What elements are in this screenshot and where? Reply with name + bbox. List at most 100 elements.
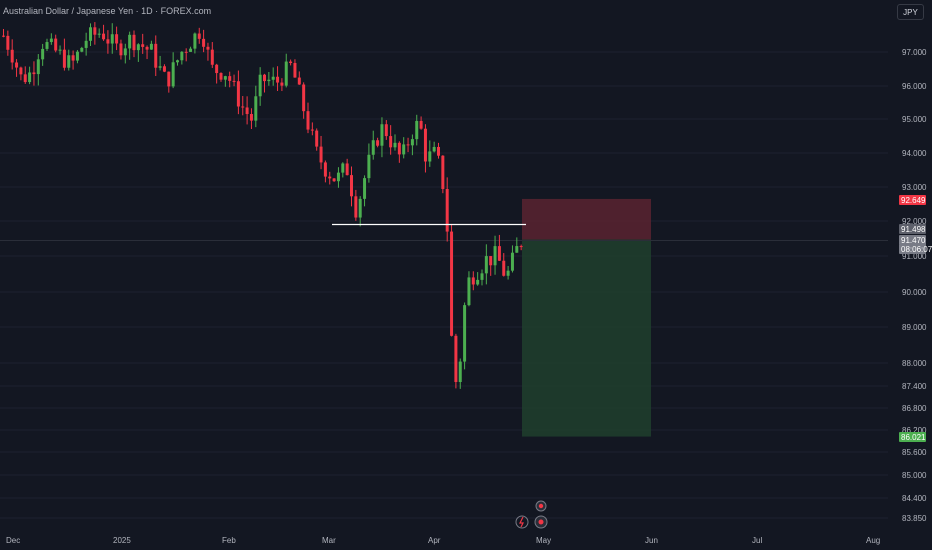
take-profit-zone	[522, 239, 651, 437]
candle-body	[154, 43, 158, 68]
candle-body	[97, 33, 101, 35]
candle-body	[28, 72, 32, 83]
candle-body	[71, 55, 75, 61]
price-axis-label: 90.000	[902, 288, 927, 297]
price-tag-label: 92.649	[901, 196, 926, 205]
candle-body	[176, 60, 179, 63]
price-tag-bg	[899, 235, 926, 245]
candle-body	[297, 77, 301, 85]
candle-body	[441, 155, 445, 189]
candle-body	[89, 27, 92, 41]
candle-body	[263, 74, 266, 82]
candle-body	[384, 124, 388, 137]
price-tag-label: 91.498	[901, 225, 926, 234]
price-tag-label: 08:06:07	[901, 245, 932, 254]
candle-body	[319, 146, 323, 163]
candle-body	[341, 163, 345, 173]
currency-button[interactable]: JPY	[897, 4, 924, 20]
candle-body	[406, 144, 410, 146]
candle-body	[289, 61, 293, 64]
candle-body	[458, 361, 462, 383]
candle-body	[376, 140, 380, 146]
candle-body	[271, 76, 275, 80]
candle-body	[6, 35, 10, 50]
candle-body	[80, 47, 84, 52]
price-axis-label: 84.400	[902, 494, 927, 503]
time-axis-label: Mar	[322, 536, 336, 545]
candle-body	[389, 136, 393, 148]
candle-body	[23, 74, 27, 83]
candle-body	[62, 49, 66, 68]
lightning-icon	[515, 515, 529, 529]
candle-body	[93, 27, 97, 35]
candle-body	[184, 51, 188, 53]
candle-body	[58, 49, 62, 51]
candle-body	[484, 256, 488, 274]
candle-body	[115, 34, 119, 44]
price-tag-label: 91.470	[901, 236, 926, 245]
candle-body	[437, 146, 440, 156]
time-axis-label: May	[536, 536, 551, 545]
candle-body	[119, 43, 123, 56]
candle-body	[149, 43, 153, 50]
candle-body	[510, 252, 514, 271]
candle-body	[336, 172, 340, 182]
candle-body	[219, 73, 223, 80]
candle-body	[193, 33, 197, 49]
candle-body	[202, 38, 206, 47]
candle-body	[136, 44, 140, 51]
candle-body	[36, 59, 40, 75]
candle-body	[141, 44, 145, 47]
price-axis-label: 93.000	[902, 183, 927, 192]
candle-body	[476, 279, 480, 285]
candle-body	[41, 48, 45, 60]
price-axis-label: 85.000	[902, 471, 927, 480]
time-axis-label: Dec	[6, 536, 20, 545]
candle-body	[67, 55, 71, 68]
lightning-bolt	[519, 516, 524, 528]
candle-body	[332, 178, 336, 182]
candle-body	[19, 67, 23, 75]
price-axis-label: 92.000	[902, 217, 927, 226]
candle-body	[241, 106, 245, 108]
candle-body	[502, 260, 506, 276]
candle-body	[2, 35, 5, 37]
candle-body	[54, 38, 58, 51]
candle-body	[284, 61, 288, 86]
candle-body	[32, 72, 36, 75]
price-tag-label: 86.021	[901, 433, 926, 442]
candle-body	[280, 82, 284, 86]
candle-body	[350, 175, 353, 197]
candle-body	[210, 49, 214, 65]
price-axis-label: 95.000	[902, 115, 927, 124]
candle-body	[245, 107, 249, 115]
candle-body	[445, 188, 449, 232]
candle-body	[345, 163, 349, 176]
candle-body	[323, 162, 327, 177]
candle-body	[10, 49, 14, 63]
candle-body	[493, 246, 497, 266]
candle-body	[302, 84, 306, 112]
candle-body	[480, 273, 484, 280]
candle-body	[258, 74, 262, 97]
candle-body	[128, 34, 132, 49]
price-axis-label: 89.000	[902, 323, 927, 332]
candle-body	[358, 198, 362, 218]
candle-body	[102, 33, 106, 40]
price-axis-label: 87.400	[902, 382, 927, 391]
candle-body	[254, 96, 258, 121]
candle-body	[223, 76, 227, 80]
candle-body	[371, 140, 375, 155]
time-axis-label: Jun	[645, 536, 658, 545]
candle-body	[145, 46, 149, 50]
candle-body	[489, 256, 493, 266]
candle-body	[310, 129, 314, 131]
candle-body	[158, 66, 162, 68]
price-axis-label: 91.000	[902, 252, 927, 261]
candle-body	[423, 128, 427, 162]
candle-body	[75, 51, 79, 61]
candle-body	[110, 34, 114, 44]
candle-body	[106, 39, 110, 44]
candle-body	[189, 48, 193, 52]
